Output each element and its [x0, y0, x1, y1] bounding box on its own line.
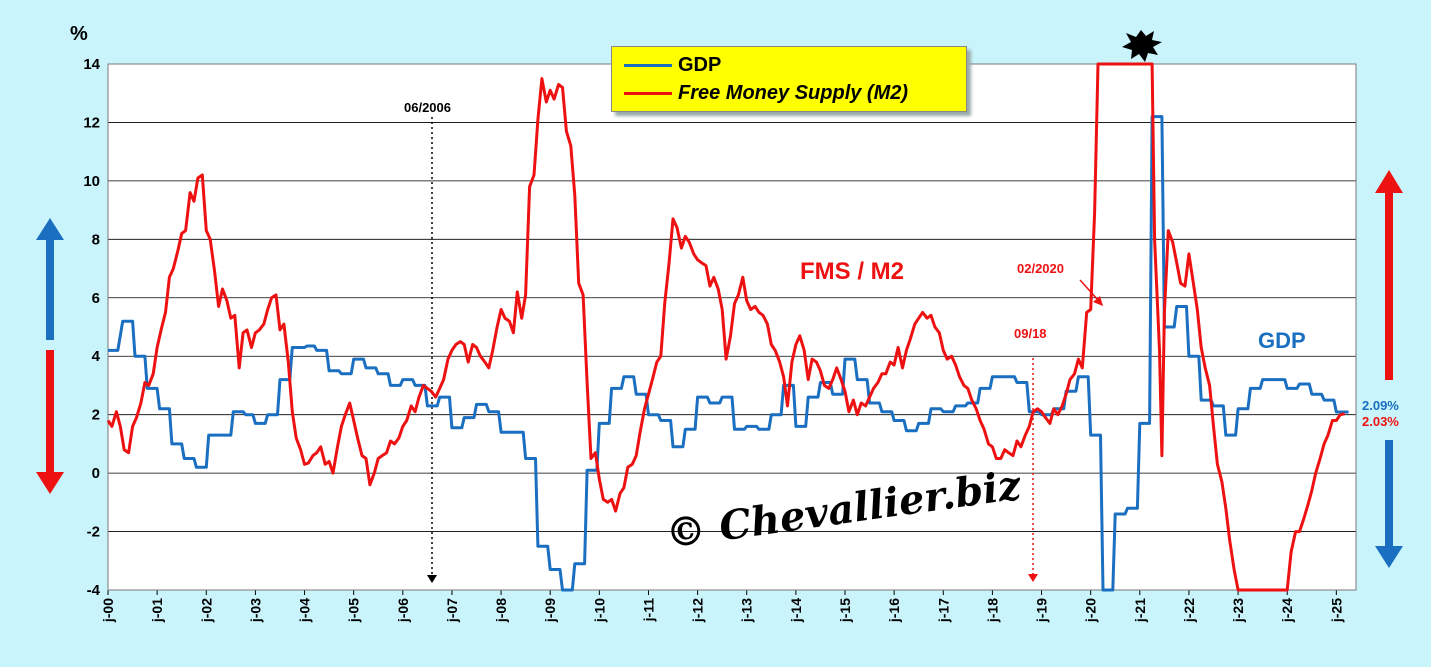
x-tick-label: j-13 — [739, 598, 755, 623]
x-tick-label: j-17 — [935, 598, 951, 623]
x-tick-label: j-00 — [100, 598, 116, 623]
legend-swatch-gdp — [624, 63, 672, 67]
marker-06-2006-label: 06/2006 — [404, 100, 451, 115]
fms-series-line — [106, 62, 1346, 592]
explosion-icon — [1122, 30, 1162, 62]
gdp-series-label: GDP — [1258, 328, 1306, 353]
y-tick-label: 6 — [92, 290, 100, 307]
marker-09-18-arrowhead — [1028, 574, 1038, 582]
x-tick-label: j-20 — [1083, 598, 1099, 623]
marker-06-2006: 06/2006 — [404, 100, 451, 583]
y-tick-label: 14 — [83, 56, 100, 73]
x-tick-label: j-06 — [395, 598, 411, 623]
x-tick-label: j-12 — [690, 598, 706, 623]
x-tick-label: j-16 — [886, 598, 902, 623]
gdp-up-arrow-icon — [36, 218, 64, 340]
x-tick-label: j-18 — [984, 598, 1000, 623]
legend-item-fms: Free Money Supply (M2) — [624, 79, 908, 107]
fms-series-label: FMS / M2 — [800, 258, 904, 285]
gdp-down-arrow-icon — [1375, 440, 1403, 568]
x-tick-label: j-25 — [1328, 598, 1344, 623]
gdp-series-line — [108, 115, 1349, 592]
x-tick-label: j-11 — [640, 598, 656, 623]
x-tick-label: j-10 — [591, 598, 607, 623]
x-tick-label: j-24 — [1279, 598, 1295, 623]
gdp-last-value: 2.09% — [1362, 398, 1399, 413]
marker-09-18-label: 09/18 — [1014, 326, 1047, 341]
marker-02-2020: 02/2020 — [1017, 261, 1103, 306]
fms-last-value: 2.03% — [1362, 414, 1399, 429]
x-tick-label: j-14 — [788, 598, 804, 623]
x-tick-label: j-08 — [493, 598, 509, 623]
marker-02-2020-arrowhead — [1093, 296, 1103, 306]
marker-06-2006-arrowhead — [427, 575, 437, 583]
marker-02-2020-label: 02/2020 — [1017, 261, 1064, 276]
legend: GDP Free Money Supply (M2) — [611, 46, 967, 112]
x-tick-label: j-09 — [542, 598, 558, 623]
legend-swatch-fms — [624, 91, 672, 95]
x-tick-label: j-01 — [149, 598, 165, 623]
x-tick-label: j-02 — [198, 598, 214, 623]
y-tick-label: 10 — [83, 173, 100, 190]
legend-item-gdp: GDP — [624, 51, 721, 79]
y-axis-unit: % — [70, 23, 88, 45]
x-tick-label: j-19 — [1034, 598, 1050, 623]
marker-09-18: 09/18 — [1014, 326, 1047, 582]
legend-label-fms: Free Money Supply (M2) — [678, 81, 909, 104]
y-tick-label: 12 — [83, 114, 100, 131]
y-tick-label: 2 — [92, 407, 100, 424]
x-tick-label: j-03 — [247, 598, 263, 623]
legend-label-gdp: GDP — [678, 53, 722, 76]
y-tick-label: 0 — [92, 465, 100, 482]
y-tick-label: -2 — [87, 524, 100, 541]
x-tick-label: j-22 — [1181, 598, 1197, 623]
marker-02-2020-arrow — [1079, 279, 1099, 301]
fms-down-arrow-icon — [36, 350, 64, 494]
y-tick-label: 8 — [92, 231, 100, 248]
x-tick-label: j-23 — [1230, 598, 1246, 623]
x-tick-label: j-04 — [297, 598, 313, 623]
x-tick-label: j-07 — [444, 598, 460, 623]
x-tick-label: j-15 — [837, 598, 853, 623]
y-axis-ticks: 14 12 10 8 6 4 2 0 -2 -4 — [83, 56, 100, 599]
x-tick-label: j-05 — [346, 598, 362, 623]
series-layer — [106, 62, 1349, 592]
y-tick-label: -4 — [87, 582, 101, 599]
fms-up-arrow-icon — [1375, 170, 1403, 380]
y-tick-label: 4 — [92, 348, 101, 365]
x-tick-label: j-21 — [1132, 598, 1148, 623]
x-axis-ticks: j-00 j-01 j-02 j-03 j-04 j-05 j-06 j-07 j-08 j-09… — [100, 590, 1344, 623]
